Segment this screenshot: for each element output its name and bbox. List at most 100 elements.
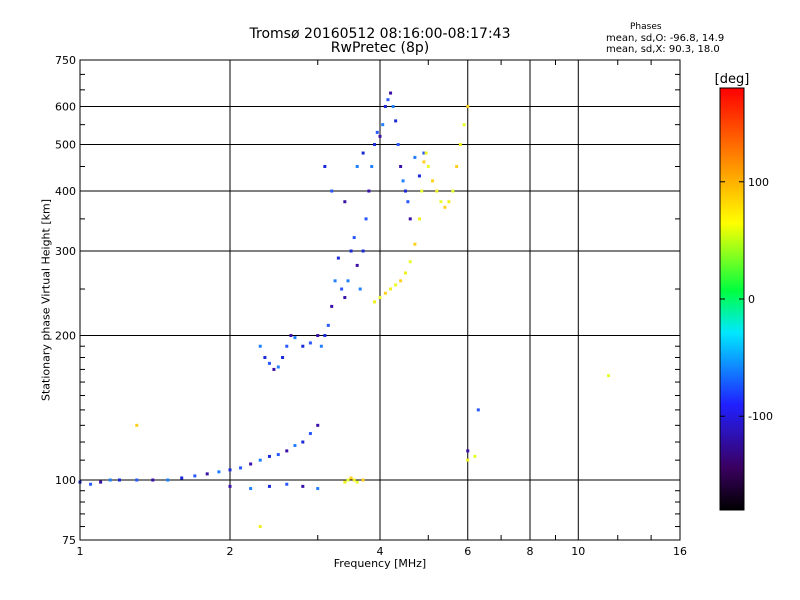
data-point-o bbox=[364, 217, 368, 221]
data-point-o bbox=[249, 462, 253, 466]
data-point-o bbox=[333, 279, 337, 283]
data-point-x bbox=[458, 143, 462, 147]
data-point-o bbox=[258, 344, 262, 348]
data-point-o bbox=[228, 468, 232, 472]
x-tick-label: 1 bbox=[77, 545, 84, 558]
colorbar-ticks: [deg] 100 0 -100 bbox=[715, 72, 773, 423]
data-point-o bbox=[308, 432, 312, 436]
data-points bbox=[78, 91, 611, 529]
data-point-o bbox=[301, 440, 305, 444]
data-point-x bbox=[373, 300, 377, 304]
data-point-o bbox=[323, 164, 327, 168]
data-point-o bbox=[285, 344, 289, 348]
data-point-o bbox=[258, 458, 262, 462]
data-point-x bbox=[352, 478, 356, 482]
grid-lines bbox=[80, 60, 680, 540]
data-point-o bbox=[355, 263, 359, 267]
data-point-x bbox=[413, 242, 417, 246]
data-point-x bbox=[466, 458, 470, 462]
data-point-o bbox=[330, 189, 334, 193]
data-point-o bbox=[89, 482, 93, 486]
data-point-o bbox=[276, 365, 280, 369]
data-point-o bbox=[108, 478, 112, 482]
x-axis-label: Frequency [MHz] bbox=[333, 557, 427, 570]
data-point-o bbox=[361, 151, 365, 155]
y-tick-label: 100 bbox=[55, 474, 76, 487]
data-point-o bbox=[391, 105, 395, 109]
data-point-x bbox=[426, 164, 430, 168]
data-point-o bbox=[383, 105, 387, 109]
data-point-o bbox=[389, 91, 393, 95]
data-point-x bbox=[343, 480, 347, 484]
x-tick-label: 6 bbox=[464, 545, 471, 558]
data-point-x bbox=[383, 291, 387, 295]
data-point-o bbox=[276, 453, 280, 457]
chart-subtitle: RwPretec (8p) bbox=[330, 40, 430, 56]
phase-stats-x: mean, sd,X: 90.3, 18.0 bbox=[606, 44, 720, 55]
data-point-x bbox=[607, 374, 611, 378]
data-point-o bbox=[293, 336, 297, 340]
y-tick-label: 600 bbox=[55, 101, 76, 114]
data-point-o bbox=[267, 361, 271, 365]
data-point-o bbox=[466, 449, 470, 453]
data-point-x bbox=[346, 478, 350, 482]
data-point-o bbox=[355, 164, 359, 168]
phase-stats-o: mean, sd,O: -96.8, 14.9 bbox=[606, 33, 725, 44]
data-point-x bbox=[424, 151, 428, 155]
data-point-o bbox=[373, 143, 377, 147]
y-tick-label: 750 bbox=[55, 54, 76, 67]
data-point-o bbox=[346, 279, 350, 283]
data-point-o bbox=[281, 355, 285, 359]
data-point-x bbox=[422, 160, 426, 164]
x-tick-label: 16 bbox=[673, 545, 687, 558]
data-point-o bbox=[403, 189, 407, 193]
data-point-o bbox=[316, 423, 320, 427]
chart-title: Tromsø 20160512 08:16:00-08:17:43 bbox=[249, 26, 511, 42]
data-point-o bbox=[228, 484, 232, 488]
data-point-x bbox=[349, 476, 353, 480]
data-point-o bbox=[343, 296, 347, 300]
data-point-o bbox=[217, 470, 221, 474]
data-point-o bbox=[308, 341, 312, 345]
data-point-o bbox=[358, 287, 362, 291]
data-point-x bbox=[389, 287, 393, 291]
data-point-o bbox=[396, 143, 400, 147]
data-point-o bbox=[272, 367, 276, 371]
data-point-x bbox=[435, 189, 439, 193]
data-point-x bbox=[462, 123, 466, 127]
data-point-o bbox=[381, 123, 385, 127]
x-tick-label: 10 bbox=[571, 545, 585, 558]
colorbar-label: [deg] bbox=[715, 72, 750, 87]
data-point-o bbox=[408, 217, 412, 221]
data-point-o bbox=[316, 334, 320, 338]
data-point-o bbox=[301, 484, 305, 488]
data-point-o bbox=[316, 487, 320, 491]
data-point-o bbox=[249, 487, 253, 491]
data-point-o bbox=[352, 236, 356, 240]
data-point-x bbox=[258, 525, 262, 529]
data-point-x bbox=[451, 189, 455, 193]
data-point-o bbox=[367, 189, 371, 193]
data-point-o bbox=[135, 478, 139, 482]
data-point-o bbox=[378, 134, 382, 138]
data-point-o bbox=[343, 200, 347, 204]
data-point-x bbox=[135, 423, 139, 427]
data-point-o bbox=[285, 449, 289, 453]
x-tick-label: 4 bbox=[377, 545, 384, 558]
colorbar-tick-label: -100 bbox=[748, 410, 773, 423]
y-tick-label: 75 bbox=[62, 534, 76, 547]
data-point-x bbox=[420, 189, 424, 193]
plot-frame bbox=[79, 59, 681, 541]
data-point-o bbox=[239, 466, 243, 470]
data-point-o bbox=[289, 334, 293, 338]
data-point-o bbox=[193, 474, 197, 478]
data-point-o bbox=[319, 344, 323, 348]
data-point-o bbox=[394, 119, 398, 123]
data-point-o bbox=[349, 249, 353, 253]
data-point-x bbox=[361, 478, 365, 482]
y-tick-label: 300 bbox=[55, 245, 76, 258]
data-point-o bbox=[301, 344, 305, 348]
data-point-x bbox=[394, 283, 398, 287]
data-point-o bbox=[386, 98, 390, 102]
